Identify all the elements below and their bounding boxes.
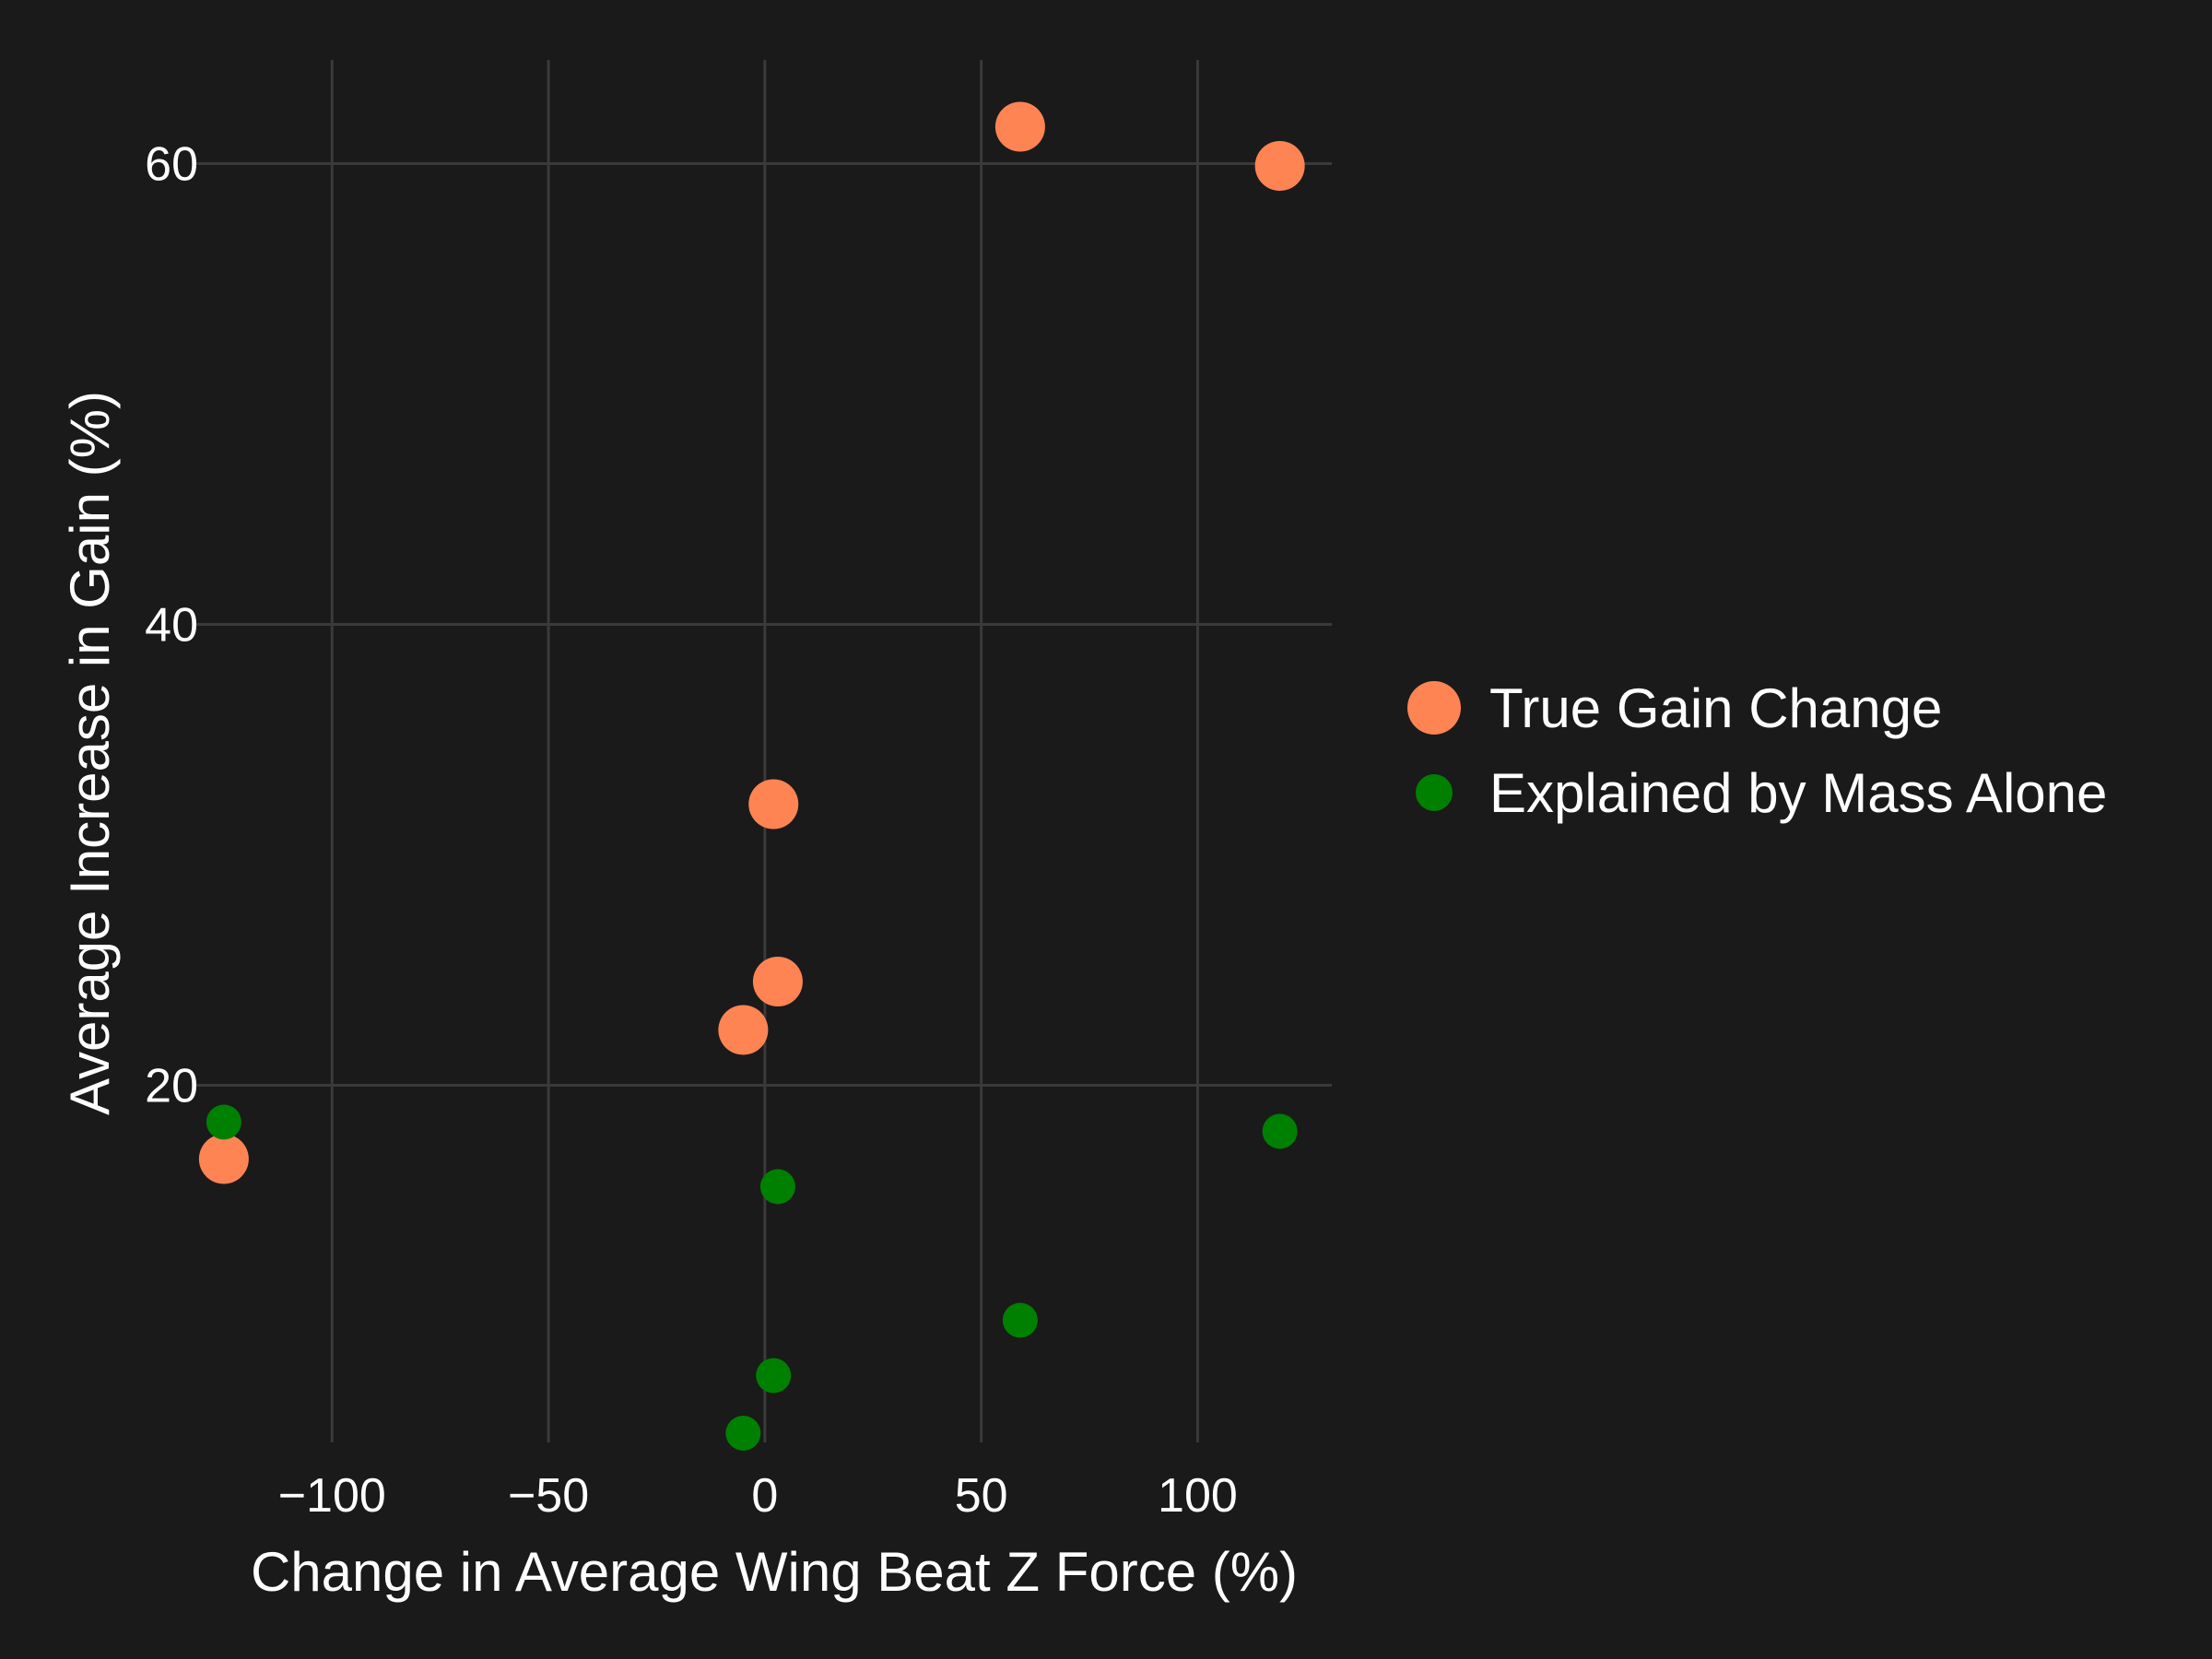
- x-tick-label: 50: [955, 1469, 1008, 1523]
- legend-label: Explained by Mass Alone: [1489, 762, 2107, 824]
- x-tick-label: −100: [278, 1469, 386, 1523]
- true-gain-point: [748, 779, 799, 830]
- mass-alone-point: [756, 1358, 792, 1394]
- legend-label: True Gain Change: [1489, 677, 1942, 739]
- x-tick-label: 0: [751, 1469, 778, 1523]
- x-axis-ticks: −100 −50 0 50 100: [278, 1469, 1238, 1523]
- mass-alone-point: [759, 1169, 795, 1205]
- data-points: [198, 101, 1305, 1451]
- x-tick-label: 100: [1158, 1469, 1238, 1523]
- true-gain-point: [718, 1005, 769, 1055]
- mass-alone-point: [725, 1416, 761, 1451]
- legend-marker-mass-alone: [1416, 774, 1453, 811]
- mass-alone-point: [206, 1104, 241, 1140]
- y-axis-ticks: 20 40 60: [145, 138, 198, 1113]
- y-axis-title: Average Increase in Gain (%): [59, 391, 121, 1115]
- x-tick-label: −50: [508, 1469, 589, 1523]
- true-gain-point: [198, 1134, 249, 1184]
- legend: True Gain Change Explained by Mass Alone: [1407, 677, 2107, 824]
- true-gain-point: [994, 101, 1045, 152]
- legend-marker-true-gain: [1407, 681, 1461, 735]
- grid-lines: [194, 60, 1332, 1442]
- y-tick-label: 60: [145, 138, 198, 192]
- y-tick-label: 40: [145, 599, 198, 653]
- y-tick-label: 20: [145, 1060, 198, 1113]
- true-gain-point: [1254, 141, 1305, 191]
- mass-alone-point: [1002, 1302, 1038, 1338]
- true-gain-point: [752, 957, 803, 1006]
- x-axis-title: Change in Average Wing Beat Z Force (%): [251, 1541, 1298, 1603]
- mass-alone-point: [1262, 1113, 1298, 1149]
